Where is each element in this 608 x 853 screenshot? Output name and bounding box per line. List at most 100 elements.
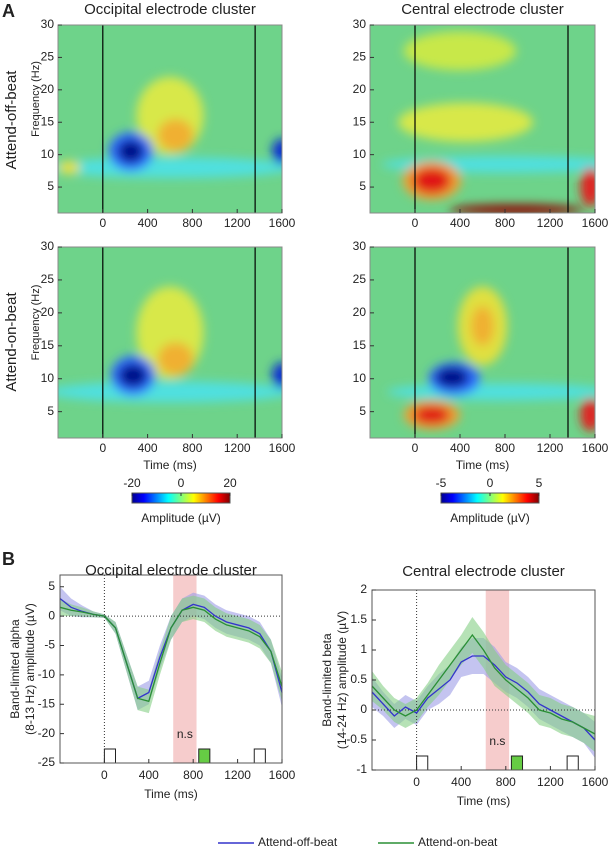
tick-label: -10 xyxy=(38,667,56,681)
tick-label: -5 xyxy=(436,476,447,490)
axes-frame xyxy=(369,24,596,214)
y-axis-label: (8-13 Hz) amplitude (µV) xyxy=(23,603,37,735)
heatmap-blob xyxy=(386,383,595,401)
tick-label: 1200 xyxy=(224,768,251,782)
tick-label: 10 xyxy=(41,371,55,385)
tick-label: 25 xyxy=(353,50,367,64)
tick-label: -1 xyxy=(356,762,367,776)
tick-label: 25 xyxy=(41,50,55,64)
tick-label: 5 xyxy=(536,476,543,490)
y-axis-label: (14-24 Hz) amplitude (µV) xyxy=(335,611,349,749)
heatmap-blob xyxy=(413,405,450,425)
tick-label: -15 xyxy=(38,696,56,710)
tick-label: -0.5 xyxy=(346,732,367,746)
y-axis-label: Band-limited beta xyxy=(320,633,334,727)
chart-title: Occipital electrode cluster xyxy=(84,1,256,18)
tick-label: 800 xyxy=(496,775,516,789)
tick-label: 2 xyxy=(360,582,367,596)
heatmap xyxy=(58,247,282,438)
tick-label: 0 xyxy=(413,775,420,789)
series-line xyxy=(59,606,283,703)
tick-label: 20 xyxy=(353,305,367,319)
tick-label: 20 xyxy=(223,476,237,490)
tick-label: 15 xyxy=(41,338,55,352)
tick-label: 25 xyxy=(41,272,55,286)
tick-label: 10 xyxy=(41,147,55,161)
tick-label: 5 xyxy=(47,404,54,418)
y-axis-label: Band-limited alpha xyxy=(8,619,22,719)
tick-label: 1600 xyxy=(269,768,296,782)
tick-label: 1 xyxy=(360,642,367,656)
tick-label: 400 xyxy=(450,216,470,230)
heatmap-blob xyxy=(580,398,595,432)
chart-title: Occipital electrode cluster xyxy=(85,562,257,579)
tick-label: 1600 xyxy=(582,441,608,455)
heatmap-blob xyxy=(271,362,282,389)
event-marker xyxy=(253,748,266,764)
tick-label: 1200 xyxy=(224,216,251,230)
row-label: Attend-off-beat xyxy=(3,70,20,170)
tick-label: 30 xyxy=(353,17,367,31)
tick-label: 1600 xyxy=(582,775,608,789)
chart-title: Central electrode cluster xyxy=(401,1,564,18)
tick-label: 1600 xyxy=(269,441,296,455)
heatmap-blob xyxy=(157,119,194,152)
tick-label: 400 xyxy=(138,216,158,230)
tick-label: 800 xyxy=(183,768,203,782)
tick-label: 800 xyxy=(182,441,202,455)
heatmap xyxy=(370,25,595,213)
tick-label: 0 xyxy=(412,441,419,455)
tick-label: 10 xyxy=(353,371,367,385)
tick-label: -25 xyxy=(38,755,56,769)
tick-label: 0 xyxy=(178,476,185,490)
tick-label: 400 xyxy=(451,775,471,789)
heatmap-blobs xyxy=(58,286,282,403)
tick-label: 0 xyxy=(101,768,108,782)
tick-label: 0 xyxy=(99,216,106,230)
heatmap-blob xyxy=(58,157,282,178)
annotation: n.s xyxy=(177,727,193,741)
tick-label: -5 xyxy=(44,638,55,652)
event-marker xyxy=(198,748,211,764)
heatmap-blob xyxy=(412,167,451,194)
heatmap-blob xyxy=(398,102,534,142)
event-marker xyxy=(566,755,579,771)
event-marker xyxy=(416,755,429,771)
tick-label: 30 xyxy=(41,17,55,31)
tick-label: 400 xyxy=(139,768,159,782)
y-axis-label: Frequency (Hz) xyxy=(30,61,42,137)
tick-label: 20 xyxy=(41,305,55,319)
legend-label: Attend-on-beat xyxy=(418,835,498,849)
tick-label: 5 xyxy=(47,179,54,193)
x-axis-label: Time (ms) xyxy=(456,458,510,472)
tick-label: 1.5 xyxy=(350,612,367,626)
tick-label: 1200 xyxy=(224,441,251,455)
axes-frame xyxy=(57,246,283,439)
tick-label: 0.5 xyxy=(350,672,367,686)
heatmap-blob xyxy=(403,31,517,71)
heatmap-blobs xyxy=(58,76,282,178)
tick-label: 15 xyxy=(353,114,367,128)
heatmap xyxy=(58,25,282,213)
tick-label: 5 xyxy=(359,179,366,193)
heatmap-blob xyxy=(58,161,81,175)
x-axis-label: Time (ms) xyxy=(457,794,511,808)
tick-label: 0 xyxy=(99,441,106,455)
tick-label: 800 xyxy=(495,441,515,455)
heatmap-blob xyxy=(471,306,494,346)
tick-label: 5 xyxy=(48,579,55,593)
event-marker xyxy=(103,748,117,764)
panel-label: A xyxy=(2,1,15,21)
axes-frame xyxy=(57,24,283,214)
tick-label: -20 xyxy=(38,726,56,740)
tick-label: 400 xyxy=(450,441,470,455)
legend-label: Attend-off-beat xyxy=(258,835,338,849)
row-label: Attend-on-beat xyxy=(3,292,20,392)
x-axis-label: Time (ms) xyxy=(143,458,197,472)
heatmap-blob xyxy=(435,366,469,388)
heatmap-blob xyxy=(580,167,595,207)
tick-label: 25 xyxy=(353,272,367,286)
tick-label: 0 xyxy=(360,702,367,716)
tick-label: 30 xyxy=(41,239,55,253)
